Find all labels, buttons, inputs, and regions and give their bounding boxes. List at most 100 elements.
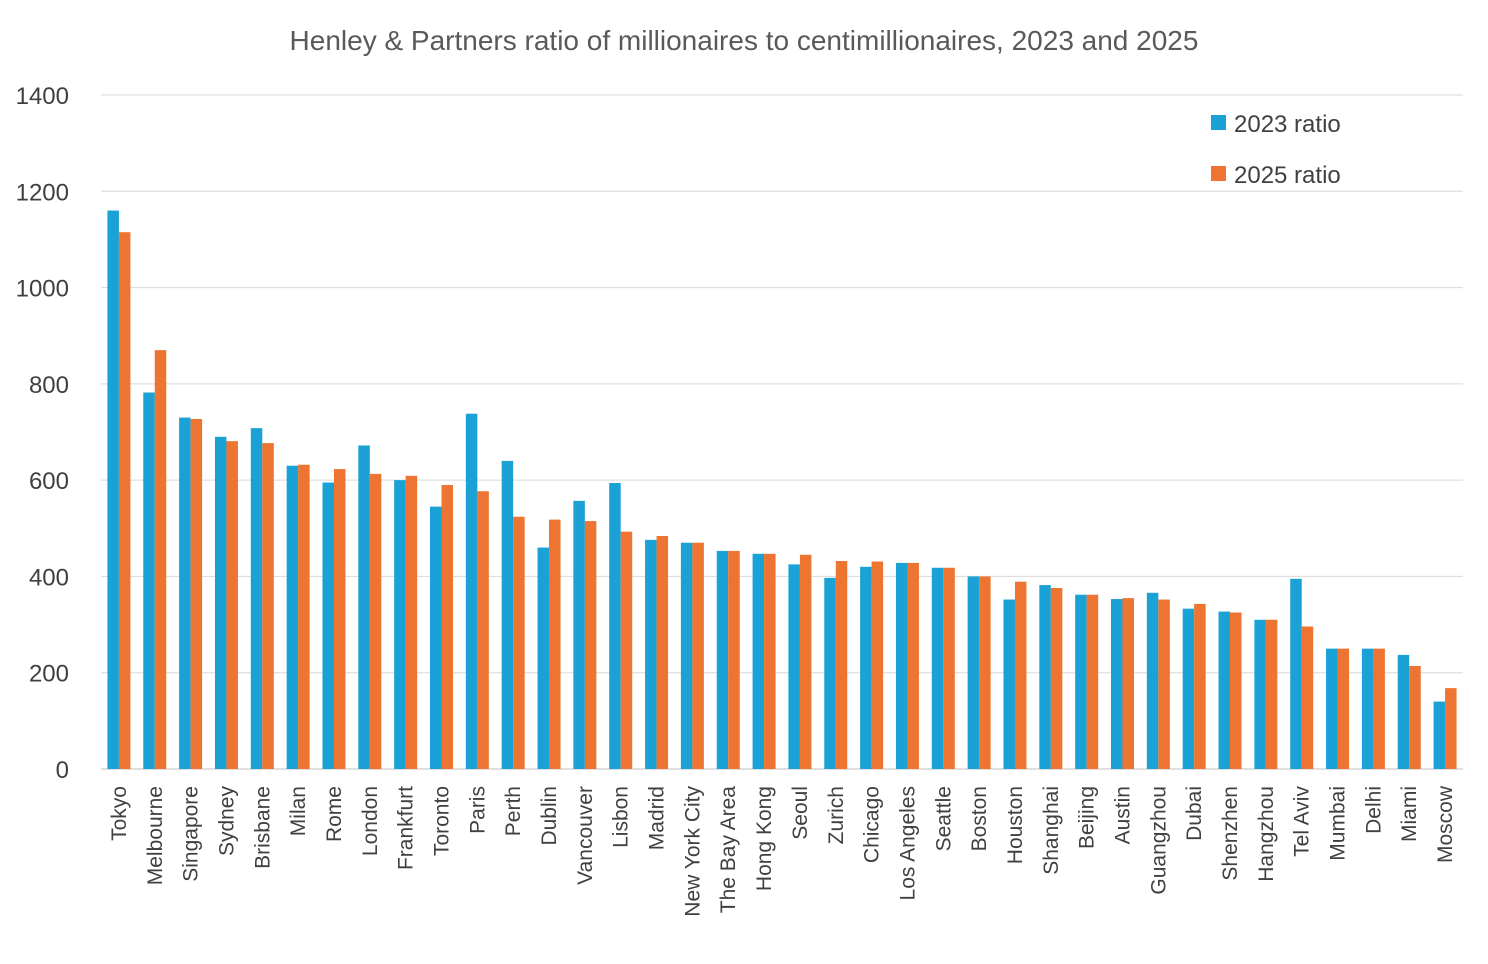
- bar-2023-zurich: [824, 577, 836, 769]
- y-tick-label: 800: [29, 372, 69, 399]
- bar-2025-mumbai: [1337, 648, 1350, 769]
- x-tick-label: Singapore: [180, 786, 203, 882]
- x-tick-label: Sydney: [215, 786, 238, 857]
- x-tick-label: Hong Kong: [753, 786, 776, 891]
- bar-2025-los-angeles: [907, 562, 919, 769]
- x-tick-label: Miami: [1398, 786, 1421, 842]
- bar-2025-rome: [333, 469, 346, 769]
- x-tick-label: Houston: [1004, 786, 1027, 864]
- bar-2025-austin: [1122, 598, 1134, 769]
- x-tick-label: Toronto: [431, 786, 454, 856]
- bar-2023-dublin: [537, 547, 550, 769]
- x-tick-label: Zurich: [825, 786, 848, 844]
- x-tick-label: Mumbai: [1327, 786, 1350, 861]
- bar-2023-new-york-city: [680, 542, 693, 769]
- bar-2025-new-york-city: [692, 542, 704, 769]
- bar-2025-seattle: [943, 567, 955, 769]
- x-axis-ticks: Tokyo Melbourne Singapore Sydney Brisbane Mil…: [108, 785, 1457, 917]
- y-tick-label: 400: [29, 564, 69, 591]
- x-tick-label: Delhi: [1362, 786, 1385, 834]
- x-tick-label: Perth: [502, 786, 525, 836]
- x-tick-label: Austin: [1112, 786, 1135, 844]
- bars: [107, 210, 1457, 770]
- x-tick-label: New York City: [681, 786, 704, 917]
- bar-2025-vancouver: [584, 521, 597, 769]
- bar-2025-brisbane: [262, 443, 274, 769]
- bar-2023-paris: [465, 413, 478, 769]
- x-tick-label: Tel Aviv: [1291, 786, 1314, 857]
- bar-2023-houston: [1003, 599, 1015, 769]
- x-tick-label: London: [359, 786, 382, 856]
- bar-2023-delhi: [1361, 648, 1374, 769]
- bar-2023-tel-aviv: [1290, 578, 1302, 769]
- x-tick-label: Chicago: [861, 786, 884, 863]
- bar-2025-seoul: [799, 554, 812, 769]
- x-tick-label: Brisbane: [251, 786, 274, 869]
- y-tick-label: 0: [56, 757, 69, 784]
- bar-2025-hong-kong: [764, 553, 776, 769]
- bar-2023-rome: [322, 482, 334, 769]
- bar-2025-madrid: [656, 535, 669, 769]
- y-tick-label: 1200: [16, 179, 69, 206]
- bar-2023-seoul: [788, 564, 800, 769]
- bar-2023-milan: [286, 465, 299, 769]
- bar-2025-tokyo: [118, 232, 131, 769]
- bar-2025-houston: [1014, 581, 1027, 769]
- bar-2023-hong-kong: [752, 553, 765, 769]
- bar-2023-melbourne: [143, 392, 155, 769]
- bar-2023-shanghai: [1039, 585, 1051, 769]
- bar-2023-moscow: [1433, 701, 1446, 769]
- bar-2023-sydney: [214, 436, 227, 769]
- bar-2025-dublin: [549, 519, 561, 769]
- x-tick-label: Frankfurt: [395, 786, 418, 870]
- x-tick-label: Shanghai: [1040, 786, 1063, 875]
- bar-2025-london: [369, 473, 382, 769]
- chart-title: Henley & Partners ratio of millionaires …: [290, 25, 1199, 56]
- bar-2025-sydney: [226, 441, 238, 769]
- legend-label-2025: 2025 ratio: [1234, 162, 1341, 189]
- y-axis-ticks: 0 200 400 600 800 1000 1200 1400: [16, 83, 69, 784]
- bar-2023-brisbane: [250, 428, 263, 769]
- x-tick-label: Guangzhou: [1147, 786, 1170, 895]
- bar-2023-hangzhou: [1254, 619, 1266, 769]
- bar-2025-frankfurt: [405, 475, 418, 769]
- bar-2023-mumbai: [1326, 648, 1338, 769]
- x-tick-label: Dublin: [538, 786, 561, 846]
- x-tick-label: Shenzhen: [1219, 786, 1242, 881]
- x-tick-label: Madrid: [646, 786, 669, 850]
- bar-2023-guangzhou: [1146, 592, 1159, 769]
- bar-2023-lisbon: [609, 483, 621, 769]
- x-tick-label: Vancouver: [574, 786, 597, 885]
- bar-2025-tel-aviv: [1301, 626, 1314, 769]
- bar-2025-chicago: [871, 561, 884, 769]
- legend-label-2023: 2023 ratio: [1234, 111, 1341, 138]
- x-tick-label: Milan: [287, 786, 310, 836]
- x-tick-label: Hangzhou: [1255, 786, 1278, 882]
- bar-2023-toronto: [430, 506, 442, 769]
- bar-2025-lisbon: [620, 531, 633, 769]
- legend-swatch-2025: [1211, 166, 1226, 181]
- bar-2025-beijing: [1086, 594, 1099, 769]
- x-tick-label: Beijing: [1076, 786, 1099, 849]
- bar-2025-melbourne: [154, 350, 167, 769]
- bar-2023-boston: [967, 576, 980, 769]
- bar-2025-guangzhou: [1158, 599, 1170, 769]
- bar-2025-zurich: [835, 561, 848, 769]
- bar-2023-singapore: [179, 417, 191, 769]
- bar-2023-los-angeles: [895, 562, 908, 769]
- bar-2023-chicago: [860, 566, 872, 769]
- bar-2023-miami: [1397, 654, 1410, 769]
- bar-2025-shenzhen: [1230, 612, 1242, 769]
- bar-2023-seattle: [931, 567, 944, 769]
- bar-2025-delhi: [1373, 648, 1385, 769]
- bar-2023-austin: [1111, 599, 1123, 769]
- bar-2025-moscow: [1445, 688, 1457, 769]
- y-tick-label: 600: [29, 468, 69, 495]
- bar-2025-paris: [477, 491, 489, 769]
- bar-2025-the-bay-area: [728, 550, 740, 769]
- bar-2023-beijing: [1075, 594, 1087, 769]
- bar-2023-the-bay-area: [716, 550, 729, 769]
- x-tick-label: Los Angeles: [896, 786, 919, 900]
